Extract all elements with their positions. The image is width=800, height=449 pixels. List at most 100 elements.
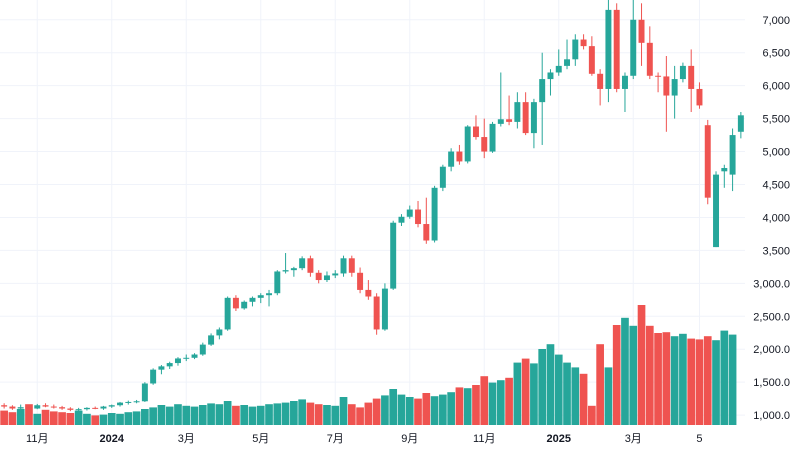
- y-tick-label: 3,500: [762, 245, 790, 257]
- volume-bar: [165, 406, 174, 425]
- volume-bar: [8, 412, 17, 425]
- volume-bar: [596, 344, 604, 425]
- volume-bar: [571, 367, 580, 425]
- candle-body: [266, 293, 273, 296]
- volume-bar: [314, 404, 323, 425]
- volume-bar: [33, 413, 42, 425]
- volume-bar: [256, 405, 265, 425]
- candle-body: [274, 271, 281, 294]
- candle-body: [630, 19, 637, 76]
- volume-bar: [397, 394, 406, 425]
- x-tick-label: 11月: [473, 433, 495, 445]
- candle-body: [547, 72, 554, 80]
- candle-body: [9, 406, 16, 409]
- volume-bar: [232, 405, 240, 425]
- volume-bar: [99, 414, 108, 425]
- candle-body: [75, 409, 82, 411]
- volume-bar: [248, 406, 257, 425]
- volume-bar: [58, 412, 66, 425]
- candle-body: [481, 137, 488, 152]
- y-tick-label: 6,000: [762, 81, 790, 93]
- candle-body: [539, 79, 546, 103]
- candle-body: [315, 272, 322, 281]
- volume-bar: [25, 404, 33, 425]
- volume-bar: [414, 398, 422, 425]
- candle-body: [125, 401, 132, 403]
- candle-body: [530, 102, 537, 134]
- candle-body: [83, 407, 90, 410]
- candle-body: [232, 297, 239, 309]
- volume-bar: [223, 401, 232, 425]
- volume-bar: [645, 325, 654, 425]
- volume-bar: [49, 411, 58, 425]
- candle-body: [704, 125, 711, 198]
- volume-bar: [720, 330, 729, 425]
- volume-bar: [621, 317, 629, 425]
- candle-body: [17, 407, 24, 409]
- x-tick-label: 5: [696, 433, 702, 445]
- volume-bar: [563, 362, 571, 425]
- candle-body: [679, 65, 686, 80]
- candle-body: [497, 119, 504, 124]
- volume-bar: [207, 403, 215, 425]
- candle-body: [489, 123, 496, 152]
- volume-bar: [364, 402, 373, 425]
- candle-body: [199, 344, 206, 355]
- volume-bar: [91, 415, 100, 425]
- volume-bar: [612, 325, 621, 425]
- volume-bar: [182, 405, 191, 425]
- volume-bar: [74, 410, 83, 425]
- candle-body: [398, 216, 405, 223]
- y-tick-label: 5,000: [762, 147, 790, 159]
- candle-body: [671, 79, 678, 96]
- volume-bar: [83, 413, 91, 425]
- candle-body: [472, 126, 479, 138]
- candle-body: [737, 115, 744, 132]
- candle-body: [332, 273, 339, 276]
- volume-bars: [0, 305, 737, 425]
- candle-body: [224, 297, 231, 330]
- candle-body: [696, 88, 703, 106]
- price-candles: [1, 0, 744, 412]
- candle-body: [290, 268, 297, 271]
- x-tick-label: 11月: [26, 433, 48, 445]
- volume-bar: [323, 405, 331, 425]
- candle-body: [25, 407, 32, 409]
- candle-body: [365, 289, 372, 297]
- candle-body: [141, 383, 148, 402]
- volume-bar: [174, 404, 182, 425]
- volume-bar: [629, 325, 638, 425]
- candle-body: [655, 75, 662, 77]
- candle-body: [423, 224, 430, 241]
- time-axis[interactable]: 11月 2024 3月 5月 7月 9月 11月 2025 3月 5: [26, 433, 702, 445]
- volume-bar: [695, 339, 704, 425]
- volume-bar: [703, 336, 712, 425]
- candle-body: [100, 406, 107, 409]
- candle-body: [506, 119, 513, 122]
- candle-body: [249, 297, 256, 302]
- candle-body: [183, 357, 190, 359]
- volume-bar: [372, 398, 381, 425]
- candle-body: [729, 135, 736, 175]
- candle-body: [299, 258, 306, 269]
- volume-bar: [654, 333, 662, 425]
- y-tick-label: 7,000: [762, 15, 790, 27]
- candle-body: [713, 174, 720, 248]
- volume-bar: [439, 394, 447, 425]
- x-tick-label: 2025: [547, 433, 571, 445]
- volume-bar: [588, 405, 596, 425]
- candle-body: [456, 151, 463, 162]
- volume-bar: [554, 354, 563, 425]
- candle-body: [464, 126, 471, 162]
- volume-bar: [530, 363, 538, 425]
- volume-bar: [389, 389, 398, 425]
- volume-bar: [728, 334, 737, 425]
- volume-bar: [463, 388, 472, 425]
- candle-body: [92, 407, 99, 409]
- candle-body: [373, 296, 380, 330]
- volume-bar: [447, 392, 455, 425]
- volume-bar: [298, 399, 306, 425]
- candle-body: [588, 46, 595, 74]
- price-axis[interactable]: 1,000.0 1,500.0 2,000.0 2,500.0 3,000.0 3,500…: [753, 15, 790, 422]
- candle-body: [663, 76, 670, 96]
